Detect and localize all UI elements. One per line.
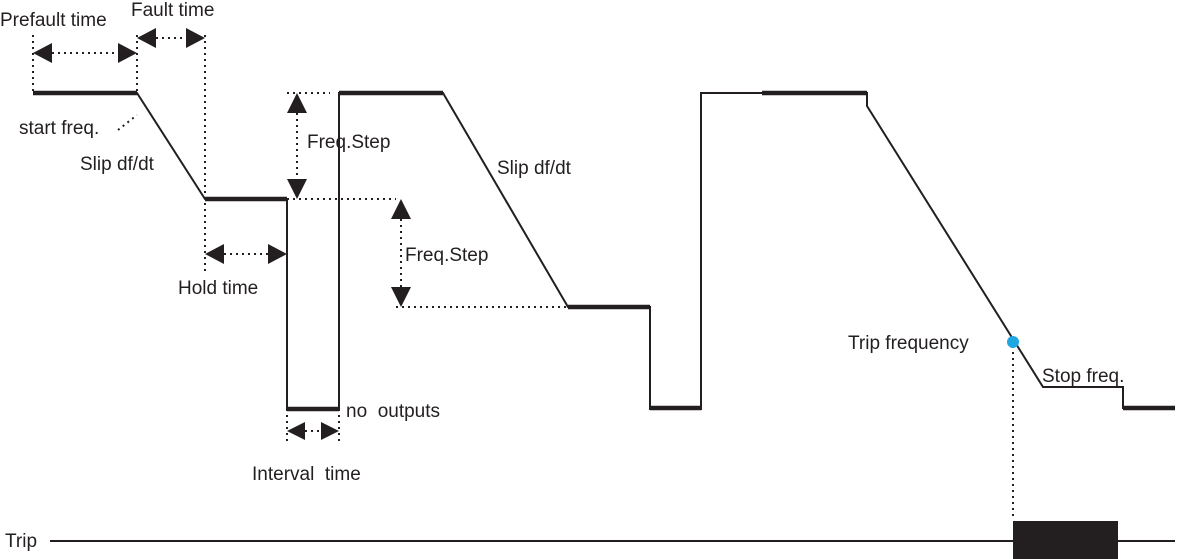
- freq-step-label-2: Freq.Step: [405, 245, 488, 266]
- hold-time-arrow: [205, 244, 287, 264]
- no-outputs-label: no outputs: [346, 401, 440, 422]
- start-freq-leader: [117, 114, 138, 131]
- freq-step-arrow-1: [287, 93, 307, 199]
- stop-freq-label: Stop freq.: [1042, 366, 1124, 387]
- freq-step-label-1: Freq.Step: [307, 132, 390, 153]
- fault-time-arrow: [137, 28, 205, 48]
- start-freq-label: start freq.: [19, 118, 99, 139]
- prefault-time-label: Prefault time: [0, 10, 107, 31]
- prefault-time-arrow: [33, 43, 137, 63]
- trip-pulse: [1013, 521, 1118, 559]
- slip-label-1: Slip df/dt: [80, 154, 155, 175]
- frequency-plateaus: [33, 90, 1175, 412]
- trip-frequency-label: Trip frequency: [848, 333, 969, 354]
- interval-time-arrow: [287, 422, 339, 440]
- freq-step-arrow-2: [391, 199, 411, 307]
- trip-frequency-marker: [1007, 336, 1019, 348]
- trip-label: Trip: [5, 531, 37, 552]
- guide-lines: [32, 35, 1014, 520]
- fault-time-label: Fault time: [131, 0, 214, 21]
- interval-time-label: Interval time: [252, 464, 361, 485]
- hold-time-label: Hold time: [178, 278, 258, 299]
- slip-label-2: Slip df/dt: [497, 158, 572, 179]
